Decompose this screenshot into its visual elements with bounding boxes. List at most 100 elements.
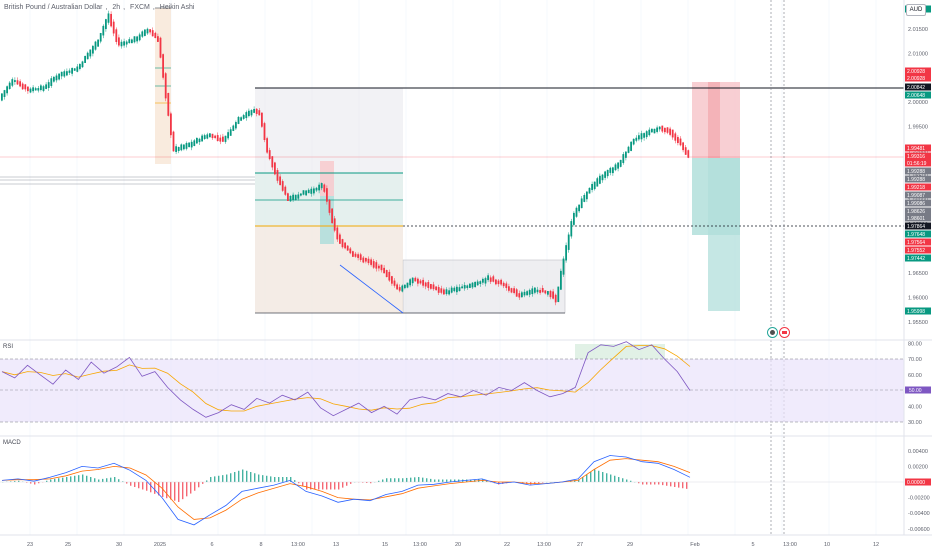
candle-body [378, 265, 380, 269]
price-tag-label: 1.97864 [907, 224, 925, 230]
range-box-consolidation[interactable] [402, 259, 566, 314]
candle-body [622, 154, 625, 163]
price-tag-label: 01:56:19 [907, 161, 927, 167]
candle-body [567, 234, 570, 250]
candle-body [599, 175, 601, 184]
price-tag-bg [905, 191, 931, 199]
macd-histogram-bar [246, 470, 248, 482]
price-tag-bg [905, 230, 931, 238]
candle-body [575, 207, 578, 217]
candle-body [188, 142, 190, 148]
macd-pane-label[interactable]: MACD [3, 440, 21, 446]
candle-body [315, 187, 318, 191]
candle-body [469, 283, 471, 288]
short-position-target-extended[interactable] [708, 158, 740, 311]
event-flag-icon[interactable] [767, 327, 778, 338]
rsi-pane-label[interactable]: RSI [3, 344, 14, 350]
time-axis-label: 22 [504, 542, 510, 548]
price-axis-label: 1.96500 [908, 271, 928, 277]
candle-body [27, 86, 29, 92]
candle-body [92, 45, 94, 54]
price-tag-bg [905, 254, 931, 262]
price-axis-label: 2.00000 [908, 100, 928, 106]
macd-pane[interactable] [0, 455, 904, 526]
candle-body [596, 178, 599, 187]
candle-body [604, 171, 606, 178]
macd-histogram-bar [630, 480, 632, 482]
price-axis-label: 2.01500 [908, 27, 928, 33]
candle-body [388, 271, 391, 281]
rsi-pane[interactable] [0, 341, 904, 423]
macd-histogram-bar [414, 477, 416, 482]
candle-body [144, 29, 146, 36]
macd-histogram-bar [350, 482, 352, 484]
candle-body [99, 33, 102, 42]
candle-body [279, 176, 281, 186]
macd-histogram-bar [450, 479, 452, 482]
symbol-name[interactable]: British Pound / Australian Dollar [4, 4, 103, 11]
price-tag-label: 1.98601 [907, 216, 925, 222]
macd-histogram-bar [170, 482, 172, 500]
price-tag-label: 1.95998 [907, 309, 925, 315]
macd-histogram-bar [46, 480, 48, 482]
short-position-stop-inner[interactable] [708, 82, 720, 158]
macd-axis[interactable]: 0.00400 0.00200 0.00000 -0.00200 -0.00400 -0.… [905, 449, 931, 533]
candle-body [125, 41, 128, 45]
currency-button[interactable]: AUD [906, 4, 926, 16]
time-axis-label: 30 [116, 542, 122, 548]
macd-histogram-bar [286, 477, 288, 482]
macd-histogram-bar [670, 482, 672, 487]
candle-body [365, 257, 367, 262]
macd-histogram-bar [486, 480, 488, 482]
price-axis-label: 2.01000 [908, 51, 928, 57]
candle-body [206, 134, 209, 139]
candle-body [6, 86, 8, 94]
price-tag-label: 2.00648 [907, 93, 925, 99]
macd-histogram-bar [466, 479, 468, 482]
candle-body [370, 259, 372, 265]
macd-histogram-bar [54, 478, 56, 482]
candle-body [219, 137, 222, 142]
macd-histogram-bar [394, 478, 396, 482]
price-tag-label: 1.99288 [907, 169, 925, 175]
price-tag-bg [905, 159, 931, 167]
rsi-axis-label: 70.00 [908, 357, 922, 363]
price-axis-label: 1.99500 [908, 125, 928, 131]
macd-axis-label: 0.00400 [908, 449, 928, 455]
price-tag-bg [905, 83, 931, 91]
macd-histogram-bar [146, 482, 148, 491]
macd-histogram-bar [326, 482, 328, 490]
candle-body [209, 133, 211, 138]
time-axis[interactable]: 23 25 30 2025 6 8 13:00 13 15 13:00 20 22 13:00 27 29 F… [27, 542, 879, 548]
candle-body [274, 162, 276, 175]
macd-histogram-bar [594, 469, 596, 482]
interval-label[interactable]: 2h [112, 4, 121, 11]
candle-body [536, 289, 539, 293]
chart-style-label[interactable]: Heikin Ashi [159, 4, 195, 11]
candle-body [422, 279, 424, 286]
candle-body [58, 73, 60, 80]
macd-histogram-bar [342, 482, 344, 488]
candle-body [268, 150, 271, 160]
candle-body [515, 289, 518, 297]
price-tag-bg [905, 74, 931, 82]
small-trade-target[interactable] [320, 196, 334, 244]
candle-body [177, 147, 180, 152]
macd-histogram-bar [270, 476, 272, 482]
heikin-ashi-candles[interactable] [1, 10, 690, 306]
macd-histogram-bar [434, 479, 436, 482]
rsi-value-tag [905, 386, 931, 394]
candle-body [471, 282, 474, 288]
trend-line-blue[interactable] [339, 264, 404, 314]
chart-drawings[interactable] [0, 0, 904, 535]
candle-body [541, 287, 544, 293]
candle-body [248, 110, 250, 117]
macd-histogram-bar [430, 478, 432, 482]
chart-title: British Pound / Australian Dollar, 2h, F… [4, 4, 195, 11]
candle-body [653, 128, 656, 134]
candle-body [573, 212, 575, 225]
economic-event-icon[interactable] [779, 327, 790, 338]
candle-body [81, 61, 84, 68]
